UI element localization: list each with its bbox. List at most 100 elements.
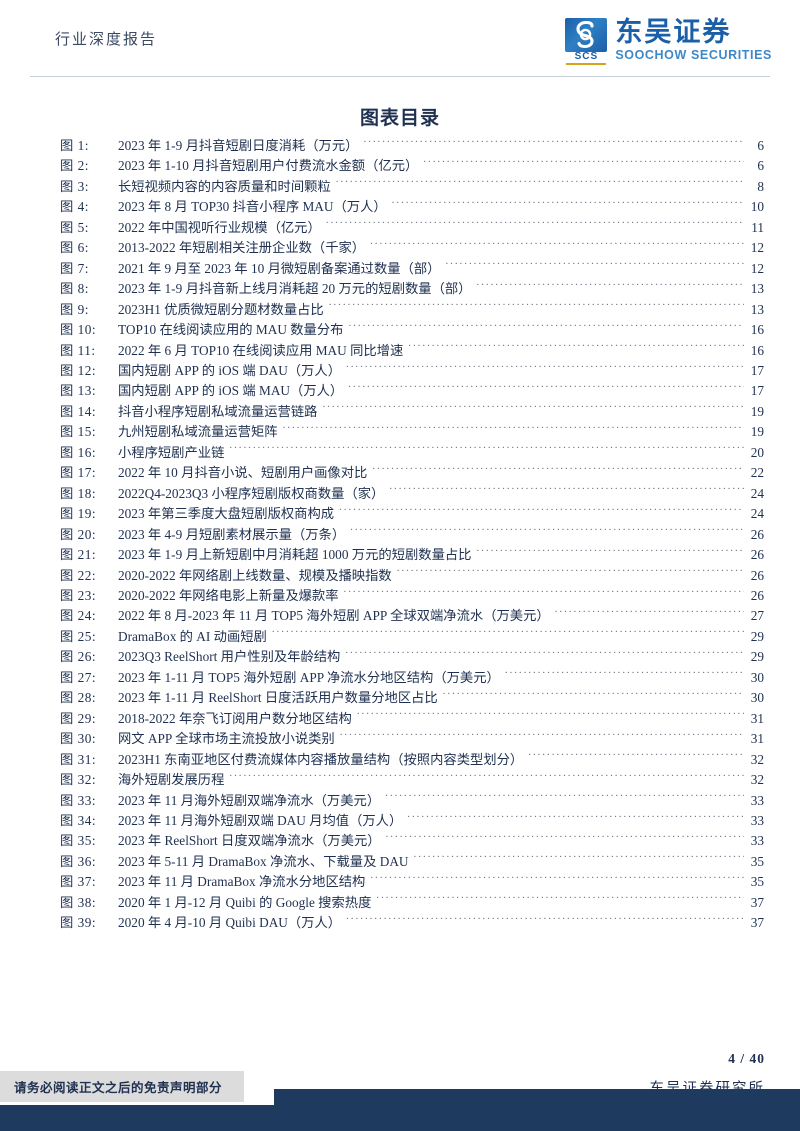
toc-leader-dots (389, 485, 744, 498)
toc-entry-number: 图 13: (60, 383, 97, 399)
toc-entry[interactable]: 图 36: 2023 年 5-11 月 DramaBox 净流水、下载量及 DAU… (60, 852, 764, 872)
toc-entry[interactable]: 图 2: 2023 年 1-10 月抖音短剧用户付费流水金额（亿元） 6 (60, 156, 764, 176)
toc-entry-number: 图 3: (60, 178, 89, 194)
toc-entry[interactable]: 图 17: 2022 年 10 月抖音小说、短剧用户画像对比 22 (60, 463, 764, 483)
toc-leader-dots (339, 505, 744, 518)
toc-entry-number: 图 9: (60, 301, 89, 317)
toc-entry-page: 35 (750, 853, 764, 869)
toc-entry-page: 31 (750, 731, 764, 747)
toc-entry-number: 图 22: (60, 567, 97, 583)
toc-entry[interactable]: 图 28: 2023 年 1-11 月 ReelShort 日度活跃用户数量分地区… (60, 688, 764, 708)
toc-entry[interactable]: 图 11: 2022 年 6 月 TOP10 在线阅读应用 MAU 同比增速 16 (60, 341, 764, 361)
toc-entry-label: TOP10 在线阅读应用的 MAU 数量分布 (118, 322, 344, 338)
toc-entry[interactable]: 图 39: 2020 年 4 月-10 月 Quibi DAU（万人） 37 (60, 913, 764, 933)
toc-entry[interactable]: 图 34: 2023 年 11 月海外短剧双端 DAU 月均值（万人） 33 (60, 811, 764, 831)
toc-leader-dots (386, 832, 744, 845)
toc-entry[interactable]: 图 19: 2023 年第三季度大盘短剧版权商构成 24 (60, 504, 764, 524)
toc-entry[interactable]: 图 3: 长短视频内容的内容质量和时间颗粒 8 (60, 177, 764, 197)
toc-entry-label: 2023 年 1-9 月抖音新上线月消耗超 20 万元的短剧数量（部） (118, 281, 472, 297)
toc-entry[interactable]: 图 7: 2021 年 9 月至 2023 年 10 月微短剧备案通过数量（部） 1… (60, 259, 764, 279)
toc-entry[interactable]: 图 1: 2023 年 1-9 月抖音短剧日度消耗（万元） 6 (60, 136, 764, 156)
toc-entry[interactable]: 图 37: 2023 年 11 月 DramaBox 净流水分地区结构 35 (60, 872, 764, 892)
toc-entry-number: 图 28: (60, 690, 97, 706)
toc-entry-page: 33 (750, 833, 764, 849)
toc-leader-dots (340, 730, 744, 743)
toc-entry-number: 图 5: (60, 219, 89, 235)
toc-entry[interactable]: 图 18: 2022Q4-2023Q3 小程序短剧版权商数量（家） 24 (60, 484, 764, 504)
table-of-figures-list: 图 1: 2023 年 1-9 月抖音短剧日度消耗（万元） 6 图 2: 2023 年 … (60, 136, 764, 934)
toc-entry-label: 2022 年中国视听行业规模（亿元） (118, 219, 321, 235)
toc-entry[interactable]: 图 33: 2023 年 11 月海外短剧双端净流水（万美元） 33 (60, 791, 764, 811)
toc-entry[interactable]: 图 25: DramaBox 的 AI 动画短剧 29 (60, 627, 764, 647)
toc-entry-page: 29 (750, 628, 764, 644)
toc-entry[interactable]: 图 30: 网文 APP 全球市场主流投放小说类别 31 (60, 729, 764, 749)
toc-entry[interactable]: 图 13: 国内短剧 APP 的 iOS 端 MAU（万人） 17 (60, 381, 764, 401)
toc-entry[interactable]: 图 20: 2023 年 4-9 月短剧素材展示量（万条） 26 (60, 525, 764, 545)
toc-entry-number: 图 18: (60, 485, 97, 501)
toc-entry-label: 2023 年 1-11 月 TOP5 海外短剧 APP 净流水分地区结构（万美元… (118, 669, 500, 685)
toc-entry[interactable]: 图 14: 抖音小程序短剧私域流量运营链路 19 (60, 402, 764, 422)
toc-entry-number: 图 31: (60, 751, 97, 767)
toc-entry[interactable]: 图 38: 2020 年 1 月-12 月 Quibi 的 Google 搜索热度… (60, 893, 764, 913)
toc-entry-page: 12 (750, 240, 764, 256)
toc-leader-dots (376, 894, 744, 907)
toc-entry[interactable]: 图 5: 2022 年中国视听行业规模（亿元） 11 (60, 218, 764, 238)
toc-leader-dots (476, 280, 744, 293)
toc-entry-number: 图 38: (60, 894, 97, 910)
toc-leader-dots (407, 812, 744, 825)
toc-entry[interactable]: 图 29: 2018-2022 年奈飞订阅用户数分地区结构 31 (60, 709, 764, 729)
toc-entry[interactable]: 图 35: 2023 年 ReelShort 日度双端净流水（万美元） 33 (60, 831, 764, 851)
toc-leader-dots (528, 751, 744, 764)
toc-entry-page: 10 (750, 199, 764, 215)
toc-entry-page: 6 (757, 138, 764, 153)
toc-entry[interactable]: 图 27: 2023 年 1-11 月 TOP5 海外短剧 APP 净流水分地区结… (60, 668, 764, 688)
toc-entry-label: 九州短剧私域流量运营矩阵 (118, 424, 278, 440)
toc-entry-page: 13 (750, 301, 764, 317)
toc-entry-label: 2023 年 4-9 月短剧素材展示量（万条） (118, 526, 346, 542)
toc-entry-label: 长短视频内容的内容质量和时间颗粒 (118, 178, 331, 194)
toc-entry[interactable]: 图 26: 2023Q3 ReelShort 用户性别及年龄结构 29 (60, 647, 764, 667)
toc-entry-number: 图 1: (60, 138, 89, 153)
toc-entry[interactable]: 图 9: 2023H1 优质微短剧分题材数量占比 13 (60, 300, 764, 320)
toc-entry-number: 图 36: (60, 853, 97, 869)
toc-entry-page: 29 (750, 649, 764, 665)
brand-name-en: SOOCHOW SECURITIES (615, 48, 772, 62)
page-header: 行业深度报告 SCS 东吴证券 SOOCHOW SECURITIES (0, 0, 800, 78)
toc-entry-number: 图 39: (60, 915, 97, 931)
toc-entry[interactable]: 图 23: 2020-2022 年网络电影上新量及爆款率 26 (60, 586, 764, 606)
toc-entry-label: 小程序短剧产业链 (118, 444, 225, 460)
toc-entry-number: 图 23: (60, 587, 97, 603)
toc-entry[interactable]: 图 22: 2020-2022 年网络剧上线数量、规模及播映指数 26 (60, 566, 764, 586)
toc-leader-dots (408, 342, 744, 355)
toc-entry-number: 图 4: (60, 199, 89, 215)
toc-leader-dots (397, 567, 744, 580)
toc-entry-label: 2023 年 1-10 月抖音短剧用户付费流水金额（亿元） (118, 158, 419, 174)
toc-leader-dots (555, 607, 744, 620)
toc-entry[interactable]: 图 12: 国内短剧 APP 的 iOS 端 DAU（万人） 17 (60, 361, 764, 381)
toc-leader-dots (229, 771, 744, 784)
toc-entry[interactable]: 图 31: 2023H1 东南亚地区付费流媒体内容播放量结构（按照内容类型划分） 3… (60, 750, 764, 770)
toc-entry[interactable]: 图 32: 海外短剧发展历程 32 (60, 770, 764, 790)
toc-entry-page: 26 (750, 547, 764, 563)
toc-leader-dots (370, 873, 744, 886)
toc-entry-label: 2023 年 11 月海外短剧双端 DAU 月均值（万人） (118, 812, 403, 828)
toc-entry-page: 8 (757, 178, 764, 194)
toc-leader-dots (229, 444, 744, 457)
toc-entry[interactable]: 图 6: 2013-2022 年短剧相关注册企业数（千家） 12 (60, 238, 764, 258)
toc-entry[interactable]: 图 24: 2022 年 8 月-2023 年 11 月 TOP5 海外短剧 AP… (60, 606, 764, 626)
toc-entry-number: 图 7: (60, 260, 89, 276)
toc-leader-dots (505, 669, 744, 682)
toc-leader-dots (372, 464, 744, 477)
toc-leader-dots (348, 321, 744, 334)
toc-entry[interactable]: 图 21: 2023 年 1-9 月上新短剧中月消耗超 1000 万元的短剧数量占… (60, 545, 764, 565)
toc-leader-dots (445, 260, 744, 273)
toc-entry-label: 2022 年 6 月 TOP10 在线阅读应用 MAU 同比增速 (118, 342, 404, 358)
toc-entry[interactable]: 图 15: 九州短剧私域流量运营矩阵 19 (60, 422, 764, 442)
toc-leader-dots (385, 792, 744, 805)
toc-entry[interactable]: 图 8: 2023 年 1-9 月抖音新上线月消耗超 20 万元的短剧数量（部） 1… (60, 279, 764, 299)
toc-entry[interactable]: 图 16: 小程序短剧产业链 20 (60, 443, 764, 463)
footer-bar (0, 1105, 800, 1131)
toc-entry[interactable]: 图 10: TOP10 在线阅读应用的 MAU 数量分布 16 (60, 320, 764, 340)
toc-entry-label: 2023 年 11 月 DramaBox 净流水分地区结构 (118, 874, 366, 890)
toc-entry[interactable]: 图 4: 2023 年 8 月 TOP30 抖音小程序 MAU（万人） 10 (60, 197, 764, 217)
